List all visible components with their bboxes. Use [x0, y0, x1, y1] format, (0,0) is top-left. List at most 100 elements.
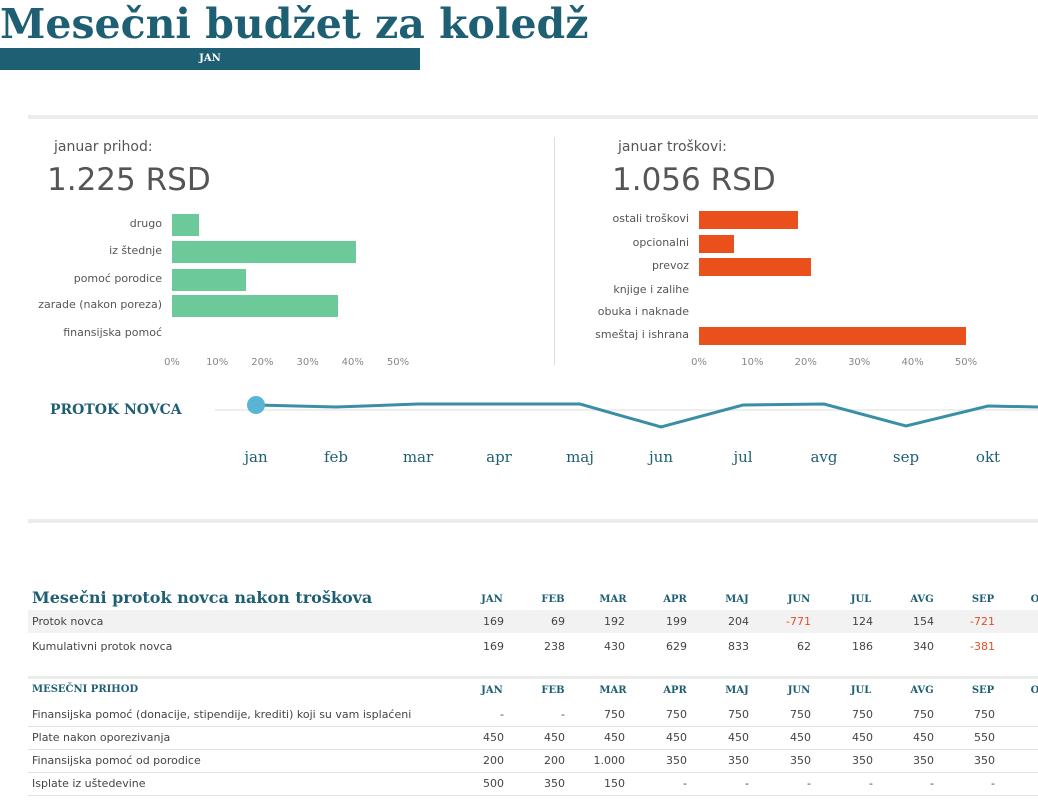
column-header: SEP — [971, 685, 995, 696]
cell-value: 750 — [852, 708, 873, 721]
page-title: Mesečni budžet za koledž — [0, 0, 589, 48]
category-label: iz štednje — [109, 244, 162, 257]
cell-value: 450 — [852, 731, 873, 744]
category-label: obuka i naknade — [597, 305, 689, 318]
month-apr[interactable]: apr — [486, 448, 512, 466]
cell-value: 450 — [790, 731, 811, 744]
category-label: ostali troškovi — [612, 212, 689, 225]
table-row: Isplate iz uštedevine 500 350 150 - - - - - - — [28, 772, 1038, 796]
row-label: Protok novca — [32, 615, 104, 628]
column-header: O — [1030, 685, 1038, 696]
cashflow-sparkline[interactable] — [0, 380, 1038, 440]
month-mar[interactable]: mar — [402, 448, 434, 466]
cell-value: 350 — [913, 754, 934, 767]
category-label: zarade (nakon poreza) — [38, 298, 162, 311]
axis-tick-label: 30% — [848, 357, 871, 368]
table-row: Finansijska pomoć od porodice 200 200 1.000… — [28, 749, 1038, 773]
month-selector[interactable]: JAN — [0, 48, 420, 70]
cell-value: 350 — [852, 754, 873, 767]
column-header: FEB — [541, 594, 565, 605]
column-header: JAN — [481, 685, 503, 696]
table-row: Protok novca 169 69 192 199 204 -771 124 154 -721 — [28, 610, 1038, 633]
column-header: JUN — [787, 685, 811, 696]
column-header: MAJ — [725, 594, 749, 605]
cell-value: 350 — [974, 754, 995, 767]
month-jul[interactable]: jul — [733, 448, 753, 466]
cell-value: -771 — [786, 615, 811, 628]
divider — [28, 676, 1038, 679]
income-total: 1.225 RSD — [47, 162, 211, 198]
row-label: Kumulativni protok novca — [32, 640, 173, 653]
cell-value: - — [500, 708, 504, 721]
table-header-row: JAN FEB MAR APR MAJ JUN JUL AVG SEP O — [28, 679, 1038, 702]
cell-value: - — [869, 777, 873, 790]
cell-value: 750 — [604, 708, 625, 721]
axis-tick-label: 10% — [206, 357, 229, 368]
panel-divider — [554, 137, 555, 365]
cell-value: 238 — [544, 640, 565, 653]
bar — [172, 241, 356, 263]
column-header: MAR — [599, 594, 627, 605]
cell-value: 450 — [913, 731, 934, 744]
cell-value: 500 — [483, 777, 504, 790]
cell-value: 750 — [666, 708, 687, 721]
column-header: JUL — [850, 594, 872, 605]
cell-value: 154 — [913, 615, 934, 628]
cell-value: - — [745, 777, 749, 790]
table-row: Plate nakon oporezivanja 450 450 450 450 450 4… — [28, 726, 1038, 750]
row-label: Plate nakon oporezivanja — [32, 731, 171, 744]
column-header: MAR — [599, 685, 627, 696]
month-okt[interactable]: okt — [975, 448, 1001, 466]
bar — [699, 258, 812, 276]
cell-value: -721 — [970, 615, 995, 628]
axis-tick-label: 40% — [901, 357, 924, 368]
category-label: knjige i zalihe — [613, 283, 689, 296]
axis-tick-label: 20% — [251, 357, 274, 368]
category-label: smeštaj i ishrana — [595, 328, 689, 341]
cell-value: 450 — [483, 731, 504, 744]
cashflow-line — [255, 402, 1038, 429]
divider — [28, 115, 1038, 119]
axis-tick-label: 30% — [296, 357, 319, 368]
cell-value: 350 — [728, 754, 749, 767]
table-header-row: JAN FEB MAR APR MAJ JUN JUL AVG SEP O — [28, 588, 1038, 611]
cell-value: 200 — [544, 754, 565, 767]
cell-value: 833 — [728, 640, 749, 653]
bar — [699, 211, 798, 229]
column-header: FEB — [541, 685, 565, 696]
month-maj[interactable]: maj — [566, 448, 594, 466]
column-header: JAN — [481, 594, 503, 605]
cell-value: 450 — [666, 731, 687, 744]
cell-value: 450 — [544, 731, 565, 744]
month-jun[interactable]: jun — [649, 448, 673, 466]
cell-value: 204 — [728, 615, 749, 628]
row-label: Isplate iz uštedevine — [32, 777, 146, 790]
cell-value: 192 — [604, 615, 625, 628]
expenses-total: 1.056 RSD — [612, 162, 776, 198]
cell-value: 450 — [728, 731, 749, 744]
cell-value: 124 — [852, 615, 873, 628]
cashflow-table-title: Mesečni protok novca nakon troškova — [32, 588, 373, 607]
cell-value: 62 — [797, 640, 811, 653]
category-label: opcionalni — [632, 236, 689, 249]
axis-tick-label: 20% — [794, 357, 817, 368]
cell-value: - — [561, 708, 565, 721]
month-sep[interactable]: sep — [892, 448, 920, 466]
cell-value: - — [683, 777, 687, 790]
selected-month-marker[interactable] — [247, 396, 265, 414]
month-jan[interactable]: jan — [244, 448, 268, 466]
cell-value: 186 — [852, 640, 873, 653]
column-header: SEP — [971, 594, 995, 605]
cell-value: 150 — [604, 777, 625, 790]
cell-value: 340 — [913, 640, 934, 653]
month-avg[interactable]: avg — [810, 448, 838, 466]
cell-value: - — [930, 777, 934, 790]
month-feb[interactable]: feb — [323, 448, 349, 466]
row-label: Finansijska pomoć od porodice — [32, 754, 201, 767]
bar — [172, 295, 338, 317]
cell-value: 200 — [483, 754, 504, 767]
category-label: pomoć porodice — [73, 272, 162, 285]
cashflow-label: PROTOK NOVCA — [50, 402, 182, 418]
bar — [172, 214, 200, 236]
cell-value: 550 — [974, 731, 995, 744]
